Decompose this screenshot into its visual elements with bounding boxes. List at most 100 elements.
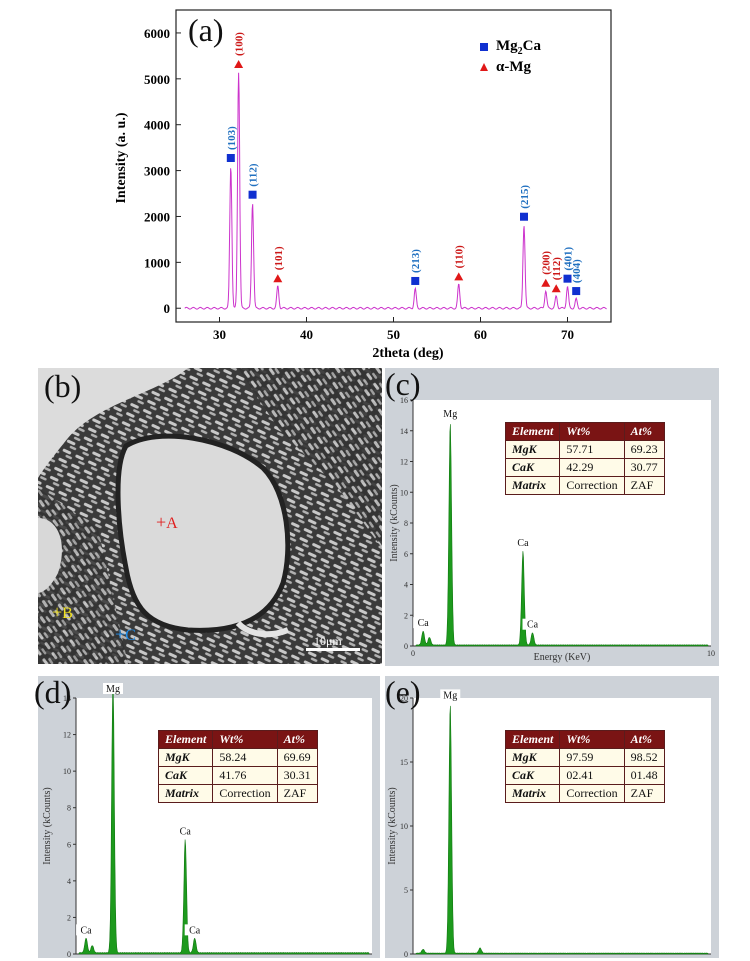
eds-spectrum-e: 05101520010MgIntensity (kCounts)Energy (…: [385, 674, 719, 958]
eds-spectrum-fill: [415, 705, 709, 955]
eds-y-tick-label: 16: [400, 396, 408, 405]
table-cell: CaK: [504, 766, 561, 785]
eds-y-tick-label: 14: [400, 427, 408, 436]
peak-marker-triangle: [551, 284, 561, 293]
table-cell: 41.76: [212, 766, 278, 785]
eds-peak-label-bg: [413, 617, 434, 629]
sem-point-c: +C: [115, 624, 136, 644]
peak-marker-triangle: [273, 274, 283, 283]
table-cell: ZAF: [276, 784, 318, 803]
y-tick-label: 1000: [144, 255, 170, 270]
table-cell: 98.52: [623, 748, 665, 767]
eds-composition-table-c: Element Wt% At% MgK 57.71 69.23 CaK 42.29 30.77 M…: [504, 422, 665, 495]
table-cell: 30.77: [623, 458, 665, 477]
eds-y-tick-label: 10: [400, 488, 408, 497]
peak-marker-triangle: [541, 278, 551, 287]
eds-composition-table-e: Element Wt% At% MgK 97.59 98.52 CaK 02.41 01.48 M…: [504, 730, 665, 803]
peak-marker-square: [520, 212, 528, 221]
eds-peak-label: Ca: [418, 618, 430, 629]
table-row: CaK 42.29 30.77: [504, 458, 665, 477]
eds-x-tick-label: 0: [411, 957, 415, 958]
eds-peak-label: Ca: [189, 925, 201, 936]
peak-hkl-label: (110): [454, 245, 466, 269]
xrd-legend: Mg2Ca α-Mg: [480, 37, 541, 77]
x-tick-label: 70: [561, 327, 574, 342]
x-tick-label: 60: [474, 327, 487, 342]
triangle-marker-icon: [480, 63, 488, 71]
eds-chart-d: 0 2 4 6 8 10 12 14 0 10 Ca Mg Ca Ca Intensity (kCounts…: [42, 683, 376, 958]
eds-peak-label: Ca: [81, 925, 93, 936]
eds-y-tick-label: 6: [404, 550, 408, 559]
eds-chart-e: 05101520010MgIntensity (kCounts)Energy (…: [387, 689, 715, 958]
table-cell: MgK: [157, 748, 214, 767]
eds-chart-c: 0 2 4 6 8 10 12 14 16 0 10 Ca Mg Ca Ca Intensity (kCoun…: [389, 396, 715, 663]
eds-y-tick-label: 0: [404, 642, 408, 651]
xrd-pattern-line: [184, 72, 607, 310]
sem-point-a: +A: [156, 512, 178, 532]
table-header-cell: Wt%: [212, 730, 278, 749]
peak-hkl-label: (103): [226, 126, 238, 150]
xrd-chart: 30 40 50 60 70 0 1000 2000 3000 4000 5000 6000 (103)…: [144, 9, 612, 342]
eds-y-tick-label: 14: [63, 694, 71, 703]
table-cell: 69.69: [276, 748, 318, 767]
eds-y-tick-label: 20: [400, 694, 408, 703]
table-cell: Matrix: [504, 476, 561, 495]
peak-hkl-label: (112): [248, 163, 260, 187]
table-header-cell: Wt%: [559, 730, 625, 749]
table-cell: Correction: [559, 784, 625, 803]
table-header-row: Element Wt% At%: [157, 730, 318, 749]
y-tick-label: 0: [164, 301, 171, 316]
eds-peak-label: Ca: [517, 538, 529, 549]
eds-y-tick-label: 10: [63, 767, 71, 776]
eds-peak-label-bg: [440, 689, 461, 701]
table-cell: CaK: [504, 458, 561, 477]
table-row: MgK 58.24 69.69: [157, 748, 318, 767]
table-header-cell: Element: [504, 730, 561, 749]
table-cell: ZAF: [623, 476, 665, 495]
peak-marker-square: [563, 274, 572, 283]
eds-peak-label: Mg: [443, 409, 457, 420]
table-row: Matrix Correction ZAF: [157, 784, 318, 803]
scale-bar-label: 10μm: [314, 634, 342, 648]
peak-hkl-label: (112): [551, 257, 563, 281]
table-cell: 01.48: [623, 766, 665, 785]
eds-peak-label: Ca: [180, 827, 192, 838]
eds-x-tick-label: 10: [707, 957, 715, 958]
sem-point-b: +B: [52, 602, 73, 622]
eds-peak-label: Ca: [527, 620, 539, 631]
peak-hkl-label: (213): [410, 249, 422, 273]
y-tick-label: 5000: [144, 72, 170, 87]
eds-spectrum-fill: [415, 424, 709, 647]
eds-y-tick-label: 0: [67, 950, 71, 958]
table-cell: 69.23: [623, 440, 665, 459]
eds-peak-label-bg: [512, 537, 533, 549]
peak-hkl-label: (215): [519, 185, 531, 209]
sem-image: [38, 368, 382, 664]
eds-peak-label-bg: [440, 408, 461, 420]
legend-item-mg2ca: Mg2Ca: [480, 37, 541, 57]
x-tick-label: 50: [387, 327, 400, 342]
table-cell: 97.59: [559, 748, 625, 767]
eds-y-tick-label: 15: [400, 758, 408, 767]
square-marker-icon: [480, 43, 488, 51]
eds-x-tick-label: 0: [411, 649, 415, 658]
eds-peak-label: Mg: [443, 690, 457, 701]
table-row: MgK 97.59 98.52: [504, 748, 665, 767]
eds-spectrum-fill: [78, 685, 370, 955]
y-tick-label: 4000: [144, 118, 170, 133]
table-cell: 57.71: [559, 440, 625, 459]
table-cell: Matrix: [504, 784, 561, 803]
x-tick-label: 30: [213, 327, 226, 342]
eds-y-tick-label: 4: [404, 581, 408, 590]
peak-marker-square: [411, 276, 420, 285]
table-cell: CaK: [157, 766, 214, 785]
xrd-xlabel: 2theta (deg): [372, 346, 444, 361]
eds-y-tick-label: 8: [67, 804, 71, 813]
panel-label-e: (e): [385, 674, 421, 710]
eds-peak-label: Mg: [106, 684, 120, 695]
panel-label-a: (a): [188, 12, 224, 48]
peak-marker-square: [248, 190, 257, 199]
y-tick-label: 2000: [144, 209, 170, 224]
sem-micrograph: +A +B +C 10μm: [38, 368, 382, 664]
legend-item-alpha-mg: α-Mg: [480, 57, 541, 77]
